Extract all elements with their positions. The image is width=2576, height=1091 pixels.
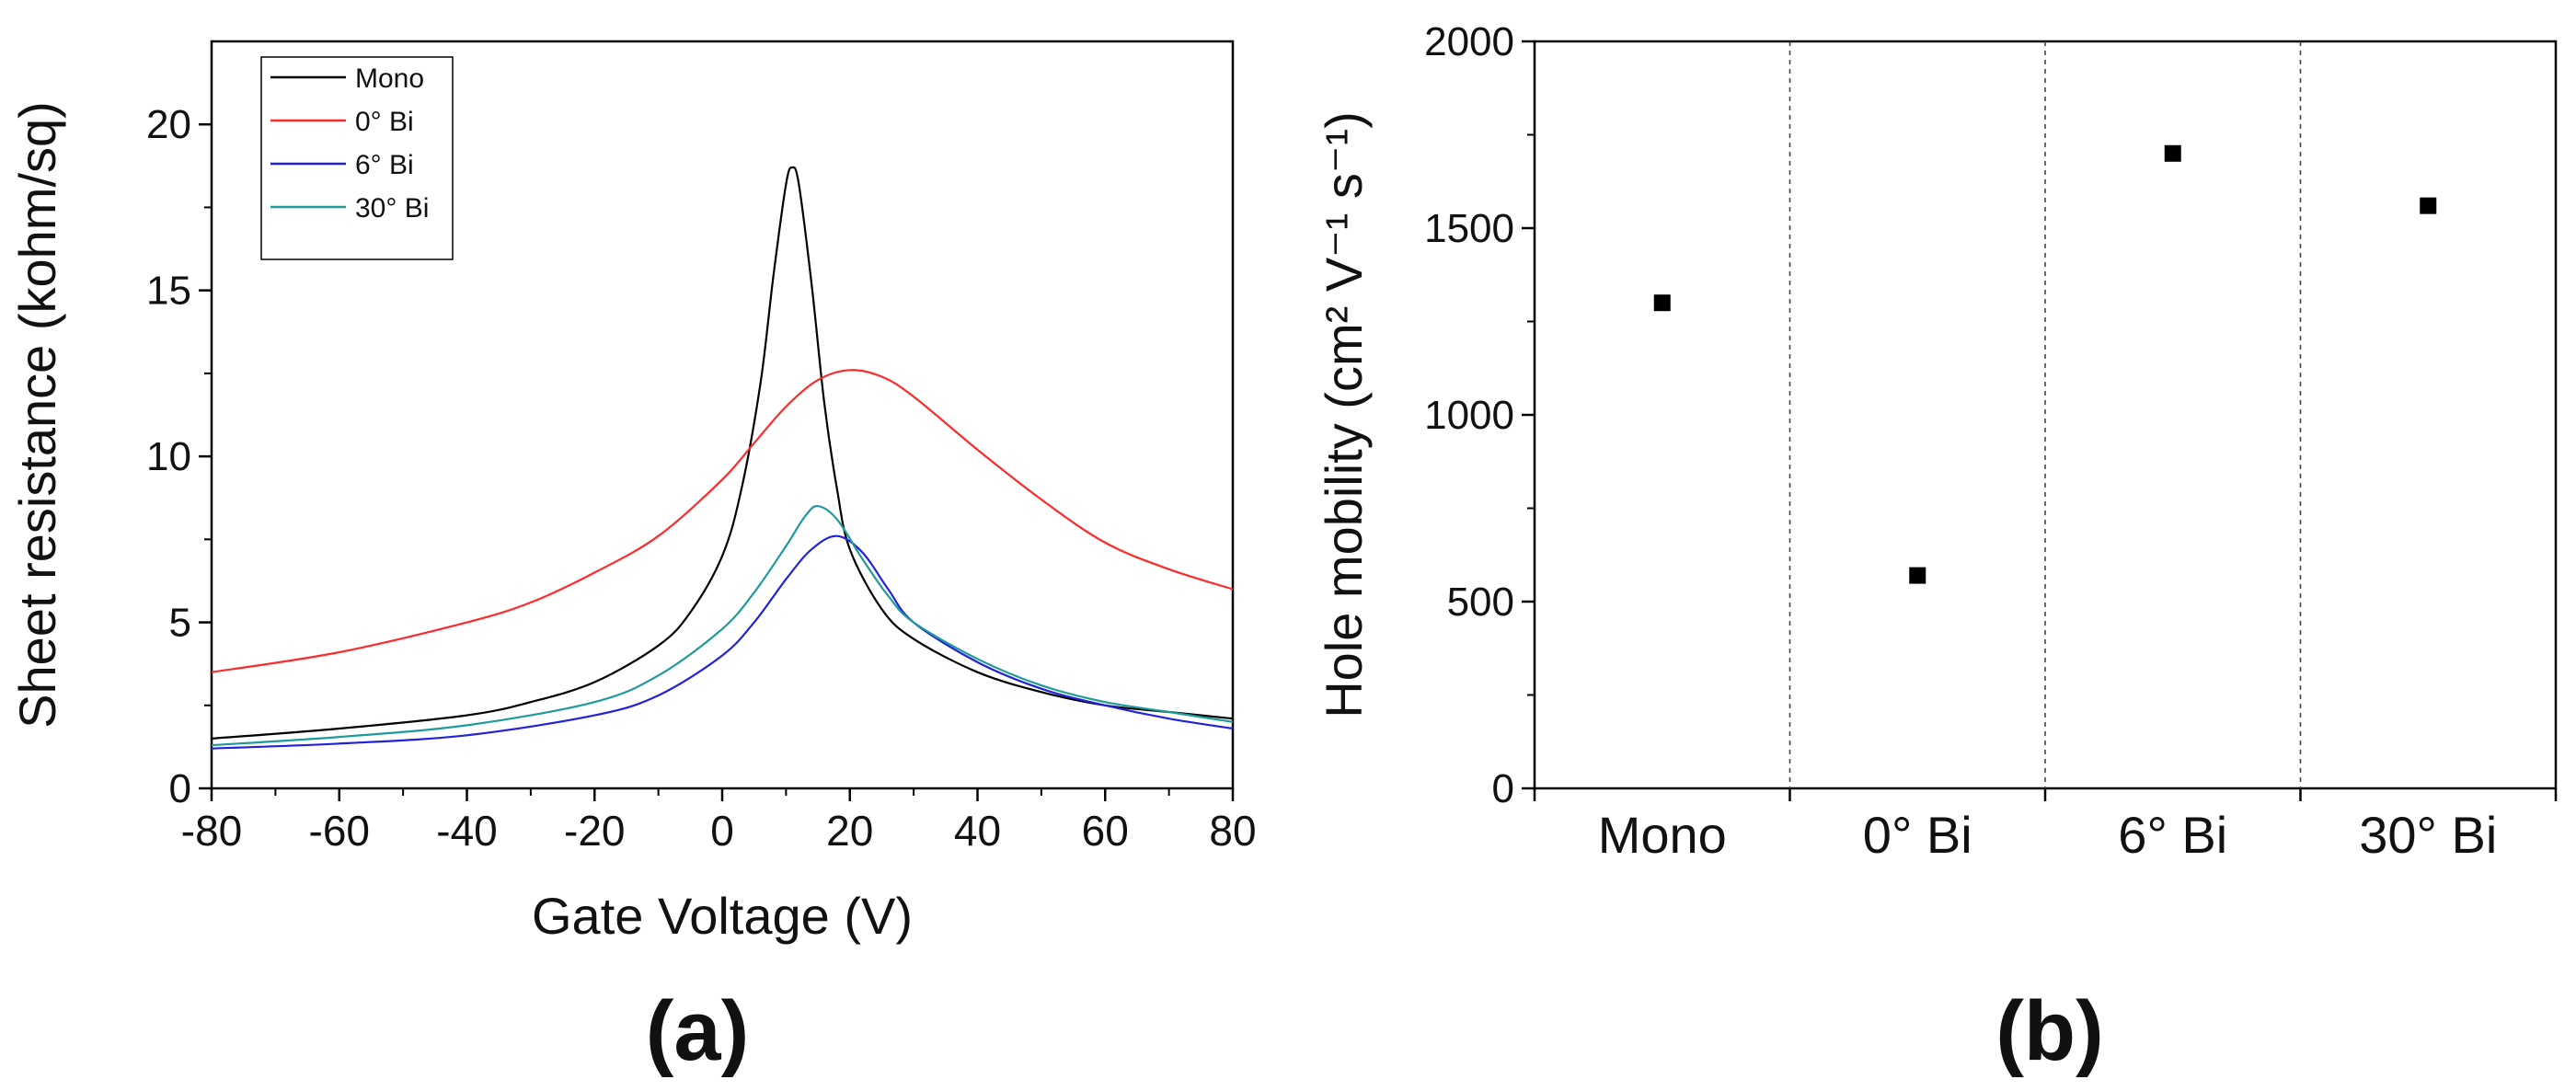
- chart-b-y-tick-label: 500: [1447, 580, 1514, 625]
- chart-a-y-axis-label: Sheet resistance (kohm/sq): [8, 101, 66, 729]
- chart-b-point: [1653, 294, 1671, 312]
- chart-b-points: [1653, 144, 2437, 584]
- chart-b-category-label: 6° Bi: [2118, 806, 2227, 864]
- chart-a-x-tick-label: 0: [710, 807, 734, 855]
- chart-a-x-tick-label: 60: [1082, 807, 1129, 855]
- chart-a-legend-box: [260, 56, 454, 260]
- chart-a-x-ticks: -80 -60 -40 -20 0 20 40 60 80: [181, 788, 1257, 855]
- chart-a-series-line-0: [211, 166, 1234, 740]
- chart-a-y-tick-label: 15: [146, 269, 191, 314]
- chart-a-series-group: [211, 166, 1234, 750]
- chart-a-series-line-3: [211, 505, 1234, 747]
- chart-a-x-axis-label: Gate Voltage (V): [532, 887, 913, 945]
- chart-a-y-tick-label: 5: [169, 601, 191, 646]
- chart-b-y-tick-label: 2000: [1424, 19, 1514, 64]
- chart-b-y-tick-label: 0: [1492, 766, 1514, 811]
- chart-b-category-separators: [1788, 41, 2302, 788]
- chart-a-y-tick-label: 10: [146, 434, 191, 479]
- chart-a-y-ticks: 0 5 10 15 20: [146, 102, 212, 811]
- chart-a-legend-label: 0° Bi: [355, 107, 414, 137]
- chart-a-legend-label: Mono: [355, 63, 424, 94]
- chart-a-x-tick-label: 80: [1209, 807, 1256, 855]
- chart-a-series-line-1: [211, 369, 1234, 673]
- chart-a-legend-label: 6° Bi: [355, 150, 414, 180]
- chart-a-panel-label: (a): [646, 984, 749, 1078]
- chart-b-y-axis-label: Hole mobility (cm² V⁻¹ s⁻¹): [1315, 111, 1373, 718]
- chart-a: -80 -60 -40 -20 0 20 40 60 80 0 5 10 15 20 Gate Volt…: [8, 40, 1257, 1078]
- chart-a-x-tick-label: 20: [826, 807, 873, 855]
- chart-b-category-label: 0° Bi: [1863, 806, 1972, 864]
- chart-b-y-tick-label: 1500: [1424, 206, 1514, 251]
- chart-b-category-label: Mono: [1598, 806, 1727, 864]
- chart-b-y-ticks: 0 500 1000 1500 2000: [1424, 19, 1535, 811]
- chart-b-y-tick-label: 1000: [1424, 393, 1514, 438]
- chart-a-x-tick-label: -60: [309, 807, 370, 855]
- chart-b: 0 500 1000 1500 2000 Mono 0° Bi 6° Bi 30° Bi Ho…: [1315, 19, 2558, 1078]
- chart-a-x-tick-label: -80: [181, 807, 242, 855]
- chart-a-legend: Mono 0° Bi 6° Bi 30° Bi: [260, 56, 454, 260]
- chart-a-series-line-2: [211, 534, 1234, 750]
- chart-a-x-tick-label: -20: [564, 807, 625, 855]
- chart-b-point: [1909, 567, 1926, 584]
- chart-b-category-labels: Mono 0° Bi 6° Bi 30° Bi: [1533, 788, 2558, 864]
- chart-b-point: [2164, 144, 2181, 162]
- chart-b-category-label: 30° Bi: [2359, 806, 2497, 864]
- chart-a-x-tick-label: -40: [436, 807, 497, 855]
- chart-a-y-tick-label: 20: [146, 102, 191, 147]
- chart-b-point: [2420, 197, 2437, 214]
- chart-a-legend-label: 30° Bi: [355, 193, 429, 224]
- chart-b-panel-label: (b): [1995, 984, 2103, 1078]
- chart-a-y-tick-label: 0: [169, 766, 191, 811]
- chart-a-x-tick-label: 40: [954, 807, 1001, 855]
